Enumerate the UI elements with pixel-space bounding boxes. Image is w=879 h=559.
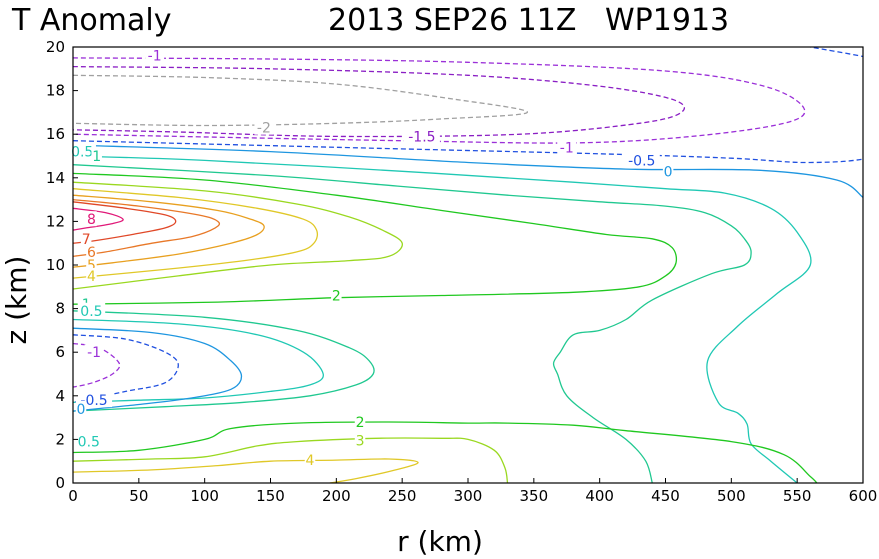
contour-label-bg (354, 432, 366, 448)
contour-label: 6 (87, 245, 96, 261)
x-tick-label: 350 (520, 487, 549, 505)
contour-label-bg (91, 148, 102, 163)
contour-lines (73, 47, 863, 483)
contour-label: 0 (664, 164, 673, 180)
contour-line-0 (73, 144, 863, 198)
x-tick-label: 500 (717, 487, 746, 505)
contour-label-bg (662, 163, 674, 179)
contour-label: 8 (87, 212, 96, 228)
y-tick-label: 16 (46, 125, 65, 143)
contour-label-bg (403, 128, 440, 144)
y-axis-ticks: 0 2 4 6 8 10 12 14 16 18 20 (46, 38, 78, 492)
contour-label: -0.5 (628, 153, 655, 169)
contour-label: 7 (82, 232, 91, 248)
y-tick-label: 14 (46, 169, 65, 187)
contour-line-2 (73, 421, 818, 483)
contour-label: 2 (332, 289, 341, 305)
chart-title-left: T Anomaly (11, 3, 171, 38)
x-tick-label: 300 (454, 487, 483, 505)
contour-line-1 (73, 164, 752, 483)
contour-label-bg (75, 433, 103, 449)
contour-label-bg (354, 413, 366, 429)
contour-label: 0.5 (80, 304, 102, 320)
contour-label-bg (557, 139, 577, 155)
contour-line-neg1p5 (73, 65, 686, 138)
contour-label-bg (254, 119, 274, 135)
contour-line-neg2 (73, 74, 528, 127)
contour-label-bg (75, 400, 87, 416)
contour-line-0p5 (73, 155, 812, 483)
y-axis-label: z (km) (0, 256, 33, 345)
chart-title-right: 2013 SEP26 11Z WP1913 (328, 3, 729, 38)
y-tick-label: 8 (55, 300, 65, 318)
contour-line-4 (73, 458, 419, 483)
y-tick-label: 12 (46, 212, 65, 230)
contour-label: 0 (77, 402, 86, 418)
x-tick-label: 400 (585, 487, 614, 505)
x-tick-label: 0 (68, 487, 78, 505)
x-tick-label: 250 (388, 487, 417, 505)
contour-label: 2 (356, 415, 365, 431)
x-axis-label: r (km) (397, 525, 483, 558)
contour-label-bg (331, 287, 342, 303)
y-tick-label: 2 (55, 430, 65, 448)
contour-line-0 (73, 327, 243, 412)
contour-line-5 (73, 194, 265, 268)
contour-label-bg (80, 230, 92, 246)
x-axis-ticks: 0 50 100 150 200 250 300 350 400 450 500 550 600 (68, 478, 877, 505)
contour-label-bg (304, 452, 316, 468)
y-tick-label: 0 (55, 474, 65, 492)
contour-label: 4 (306, 453, 315, 469)
x-tick-label: 200 (322, 487, 351, 505)
y-tick-label: 18 (46, 82, 65, 100)
contour-label-bg (86, 267, 97, 283)
contour-label-bg (86, 211, 97, 227)
contour-label: -2 (257, 121, 271, 137)
contour-label: 4 (87, 269, 96, 285)
contour-label: -1 (87, 345, 101, 361)
contour-line-8 (73, 207, 124, 231)
contour-label: -1 (148, 49, 162, 65)
contour-line-3 (73, 181, 403, 290)
y-tick-label: 4 (55, 387, 65, 405)
contour-label: 0.5 (78, 435, 100, 451)
contour-label: 0.5 (71, 145, 93, 161)
contour-line-2 (73, 172, 678, 305)
contour-label-bg (77, 302, 106, 318)
contour-line-0p5 (73, 318, 324, 403)
contour-line-4 (73, 188, 319, 279)
contour-line-3 (73, 437, 509, 483)
x-tick-label: 450 (651, 487, 680, 505)
contour-line-neg0p5 (73, 47, 863, 164)
contour-line-1 (73, 310, 375, 412)
contour-label-bg (68, 143, 96, 159)
contour-label-bg (623, 152, 660, 168)
contour-line-neg0p5 (73, 334, 179, 403)
y-tick-label: 10 (46, 256, 65, 274)
y-tick-label: 20 (46, 38, 65, 56)
contour-label-bg (86, 257, 97, 272)
y-tick-label: 6 (55, 343, 65, 361)
contour-line-7 (73, 201, 177, 244)
contour-line-6 (73, 198, 221, 257)
contour-label-bg (86, 243, 97, 259)
x-tick-label: 550 (783, 487, 812, 505)
contour-line-neg1 (73, 57, 806, 144)
contour-label-bg (145, 47, 165, 63)
contour-label: -1 (560, 140, 574, 156)
x-tick-label: 150 (256, 487, 285, 505)
x-tick-label: 100 (190, 487, 219, 505)
contour-label: 3 (356, 433, 365, 449)
contour-labels: -1-2-1.5-1-0.500.5187654210.5-1-0.500.52… (68, 47, 674, 469)
contour-label: 5 (87, 258, 96, 274)
x-tick-label: 50 (129, 487, 148, 505)
x-tick-label: 600 (849, 487, 878, 505)
contour-label: -0.5 (80, 393, 107, 409)
contour-label: -1.5 (408, 129, 435, 145)
contour-label: 1 (92, 149, 101, 165)
contour-label-bg (84, 344, 104, 360)
